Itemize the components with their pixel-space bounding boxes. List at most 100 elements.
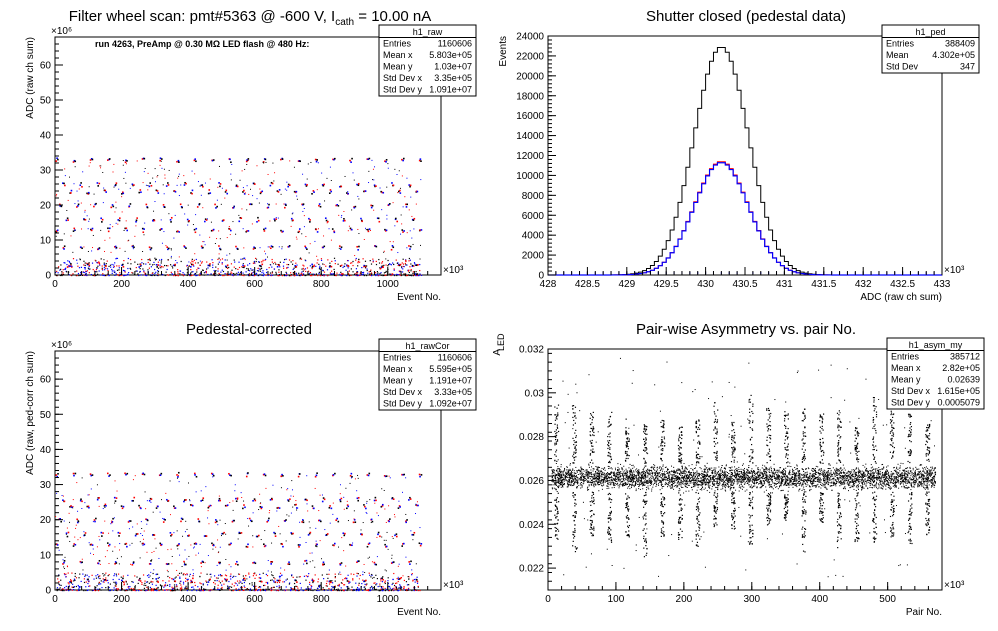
raw-point bbox=[212, 259, 213, 260]
raw-point bbox=[222, 188, 223, 189]
asym-point bbox=[813, 471, 814, 472]
rawcor-point bbox=[92, 544, 94, 546]
raw-point bbox=[262, 261, 263, 262]
asym-point bbox=[741, 469, 742, 470]
raw-point bbox=[81, 228, 82, 229]
raw-point bbox=[331, 261, 332, 262]
raw-point bbox=[155, 181, 156, 182]
rawcor-point bbox=[187, 590, 188, 591]
rawcor-point bbox=[419, 474, 421, 476]
rawcor-point bbox=[245, 579, 246, 580]
raw-point bbox=[162, 274, 163, 275]
rawcor-point bbox=[98, 584, 99, 585]
raw-point bbox=[145, 168, 146, 169]
rawcor-point bbox=[221, 575, 222, 576]
rawcor-point bbox=[93, 549, 94, 550]
raw-point bbox=[149, 259, 150, 260]
raw-point bbox=[405, 261, 406, 262]
raw-point bbox=[218, 264, 219, 265]
raw-point bbox=[397, 252, 398, 253]
raw-point bbox=[420, 179, 421, 180]
rawcor-point bbox=[241, 492, 242, 493]
rawcor-point bbox=[233, 576, 234, 577]
rawcor-point bbox=[278, 526, 279, 527]
rawcor-point bbox=[115, 583, 116, 584]
rawcor-point bbox=[118, 532, 120, 534]
rawcor-point bbox=[63, 566, 64, 567]
asym-point bbox=[896, 468, 897, 469]
raw-point bbox=[332, 228, 334, 230]
rawcor-point bbox=[101, 580, 102, 581]
raw-point bbox=[379, 221, 381, 223]
raw-point bbox=[102, 269, 103, 270]
rawcor-point bbox=[348, 581, 350, 583]
raw-point bbox=[129, 205, 131, 207]
rawcor-point bbox=[68, 583, 69, 584]
asym-point bbox=[866, 485, 867, 486]
rawcor-point bbox=[141, 528, 142, 529]
raw-point bbox=[70, 263, 72, 265]
ped-x-tick-label: 431 bbox=[776, 279, 793, 290]
rawcor-point bbox=[369, 575, 370, 576]
raw-point bbox=[302, 174, 303, 175]
raw-point bbox=[117, 274, 118, 275]
asym-point bbox=[844, 486, 845, 487]
raw-point bbox=[199, 275, 200, 276]
raw-point bbox=[104, 251, 105, 252]
rawcor-point bbox=[352, 543, 353, 544]
rawcor-point bbox=[85, 590, 86, 591]
rawcor-point bbox=[63, 559, 64, 560]
rawcor-point bbox=[381, 577, 383, 579]
rawcor-point bbox=[188, 535, 190, 537]
raw-point bbox=[164, 175, 165, 176]
raw-point bbox=[238, 215, 239, 216]
rawcor-point bbox=[267, 575, 268, 576]
raw-point bbox=[191, 275, 192, 276]
raw-point bbox=[355, 273, 356, 274]
rawcor-point bbox=[405, 557, 406, 558]
raw-point bbox=[243, 190, 245, 192]
rawcor-point bbox=[300, 537, 301, 538]
raw-title-sub: cath bbox=[335, 17, 354, 28]
asym-point bbox=[710, 485, 711, 486]
rawcor-point bbox=[199, 582, 200, 583]
rawcor-point bbox=[116, 497, 118, 499]
rawcor-point bbox=[323, 561, 325, 563]
raw-point bbox=[281, 194, 282, 195]
rawcor-point bbox=[341, 562, 343, 564]
raw-point bbox=[375, 185, 377, 187]
rawcor-point bbox=[213, 544, 214, 545]
asym-point bbox=[572, 472, 573, 473]
rawcor-point bbox=[214, 575, 215, 576]
rawcor-stats-name: h1_rawCor bbox=[405, 341, 449, 351]
rawcor-point bbox=[98, 497, 100, 499]
rawcor-stats-key: Std Dev x bbox=[383, 387, 423, 397]
raw-point bbox=[163, 204, 165, 206]
rawcor-point bbox=[73, 499, 74, 500]
rawcor-point bbox=[265, 488, 266, 489]
rawcor-point bbox=[371, 519, 373, 521]
rawcor-point bbox=[387, 532, 388, 533]
raw-point bbox=[254, 261, 255, 262]
raw-x-axis-label: Event No. bbox=[397, 292, 441, 303]
rawcor-point bbox=[150, 502, 151, 503]
rawcor-point bbox=[308, 573, 309, 574]
raw-point bbox=[79, 267, 80, 268]
raw-point bbox=[219, 166, 220, 167]
rawcor-point bbox=[356, 573, 357, 574]
asym-point bbox=[745, 474, 746, 475]
raw-point bbox=[74, 271, 75, 272]
raw-point bbox=[218, 275, 219, 276]
rawcor-point bbox=[306, 560, 308, 562]
raw-point bbox=[81, 203, 82, 204]
rawcor-point bbox=[136, 576, 137, 577]
raw-point bbox=[291, 218, 293, 220]
rawcor-point bbox=[225, 534, 226, 535]
asym-point bbox=[598, 490, 599, 491]
rawcor-point bbox=[394, 585, 395, 586]
rawcor-point bbox=[203, 584, 204, 585]
rawcor-point bbox=[82, 573, 83, 574]
raw-point bbox=[418, 275, 419, 276]
raw-point bbox=[178, 231, 180, 233]
asym-point bbox=[885, 481, 886, 482]
